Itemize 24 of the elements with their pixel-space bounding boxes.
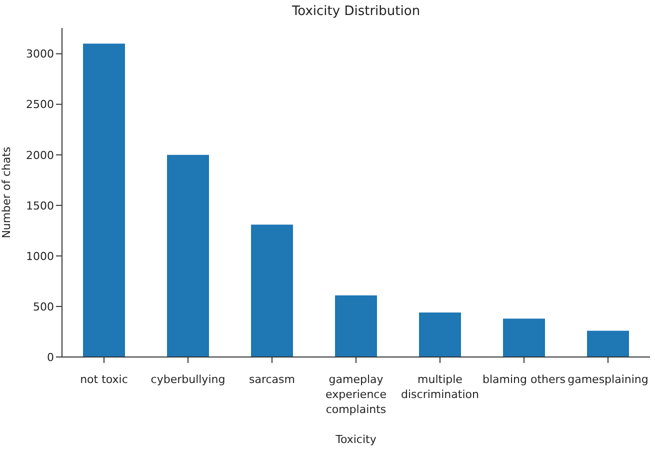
x-tick-label: multiple discrimination: [401, 373, 479, 401]
bar: [587, 330, 629, 357]
x-axis-title: Toxicity: [334, 433, 377, 446]
bar: [419, 312, 461, 357]
bar: [167, 154, 209, 357]
y-tick-label: 1000: [26, 250, 54, 263]
bar: [251, 224, 293, 357]
y-tick-label: 2500: [26, 98, 54, 112]
bar: [503, 318, 545, 357]
x-tick-label: gamesplaining: [568, 373, 648, 386]
y-tick-label: 2000: [26, 148, 54, 162]
y-tick-label: 500: [33, 300, 54, 314]
y-tick-label: 1500: [26, 199, 54, 212]
y-tick-label: 0: [47, 350, 54, 364]
y-axis-title: Number of chats: [0, 146, 13, 238]
chart-title: Toxicity Distribution: [290, 4, 422, 19]
bar: [83, 44, 125, 357]
x-tick-label: gameplay experience complaints: [326, 373, 387, 416]
x-tick-label: cyberbullying: [150, 373, 226, 386]
x-tick-label: sarcasm: [249, 373, 295, 386]
x-tick-label: blaming others: [482, 373, 566, 386]
x-tick-label: not toxic: [80, 373, 128, 386]
bar: [335, 295, 377, 357]
y-tick-label: 3000: [26, 48, 54, 61]
